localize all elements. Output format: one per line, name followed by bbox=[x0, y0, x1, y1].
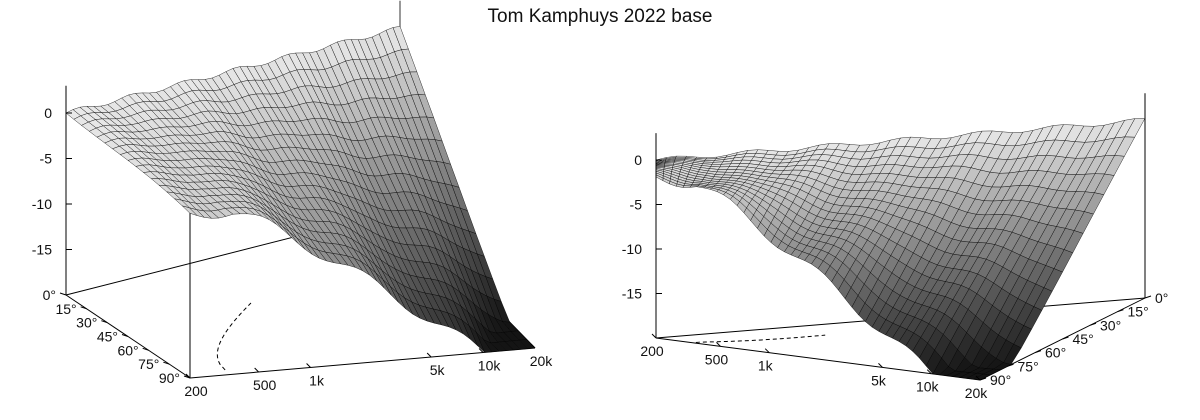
angle-tick-label: 45° bbox=[1073, 331, 1094, 347]
z-tick-label: 0 bbox=[44, 105, 52, 121]
left-surface-plot: 0 -5 -10 -15 200 500 1k 5k 10k 20k 0°15°30°45°60°7… bbox=[32, 0, 554, 399]
angle-tick-label: 0° bbox=[43, 287, 56, 303]
z-tick-label: 0 bbox=[634, 152, 642, 168]
floor-contour bbox=[695, 334, 826, 344]
angle-tick-label: 30° bbox=[1100, 317, 1121, 333]
frequency-axis: 200 500 1k 5k 10k 20k bbox=[184, 343, 554, 399]
z-tick-label: -10 bbox=[622, 241, 642, 257]
angle-tick-label: 15° bbox=[1128, 304, 1149, 320]
angle-tick-label: 75° bbox=[138, 356, 159, 372]
surface-cell bbox=[682, 185, 692, 188]
surface-mesh bbox=[655, 118, 1146, 381]
angle-axis: 0° 15° 30° 45° 60° 75° 90° bbox=[979, 290, 1168, 388]
surface-cell bbox=[691, 182, 701, 185]
z-tick-label: -15 bbox=[622, 286, 642, 302]
angle-tick-label: 15° bbox=[55, 301, 76, 317]
right-surface-plot: 0 -5 -10 -15 200 500 1k 5k 10k 20k 0° 15° 30° 45° 60° 7… bbox=[622, 93, 1168, 401]
frequency-tick-label: 20k bbox=[530, 353, 554, 369]
frequency-tick-label: 500 bbox=[253, 377, 277, 393]
floor-contour bbox=[216, 302, 252, 371]
z-tick-label: -15 bbox=[32, 242, 52, 258]
frequency-tick-label: 500 bbox=[705, 351, 729, 367]
surface-mesh bbox=[65, 26, 536, 353]
angle-axis: 0°15°30°45°60°75°90° bbox=[43, 287, 191, 386]
z-tick-label: -10 bbox=[32, 196, 52, 212]
z-tick-label: -5 bbox=[40, 151, 53, 167]
angle-tick-label: 30° bbox=[76, 315, 97, 331]
z-axis: 0 -5 -10 -15 bbox=[32, 85, 72, 295]
angle-tick-label: 0° bbox=[1155, 290, 1168, 306]
frequency-tick-label: 5k bbox=[430, 362, 446, 378]
frequency-tick-label: 10k bbox=[916, 379, 940, 395]
frequency-axis: 200 500 1k 5k 10k 20k bbox=[640, 333, 989, 401]
frequency-tick-label: 20k bbox=[965, 385, 989, 401]
angle-tick-label: 45° bbox=[97, 329, 118, 345]
angle-tick-label: 60° bbox=[117, 342, 138, 358]
angle-tick-label: 75° bbox=[1018, 358, 1039, 374]
frequency-tick-label: 200 bbox=[184, 383, 208, 399]
z-axis: 0 -5 -10 -15 bbox=[622, 133, 662, 338]
frequency-tick-label: 5k bbox=[871, 372, 887, 388]
surface-cell bbox=[704, 158, 717, 161]
angle-tick-label: 60° bbox=[1045, 345, 1066, 361]
chart-title: Tom Kamphuys 2022 base bbox=[487, 6, 713, 27]
frequency-tick-label: 1k bbox=[758, 358, 774, 374]
angle-tick-label: 90° bbox=[990, 372, 1011, 388]
surface-cell bbox=[711, 161, 724, 165]
frequency-tick-label: 200 bbox=[640, 343, 664, 359]
z-tick-label: -5 bbox=[630, 197, 643, 213]
frequency-tick-label: 1k bbox=[309, 373, 325, 389]
frequency-tick-label: 10k bbox=[478, 358, 502, 374]
angle-tick-label: 90° bbox=[159, 370, 180, 386]
